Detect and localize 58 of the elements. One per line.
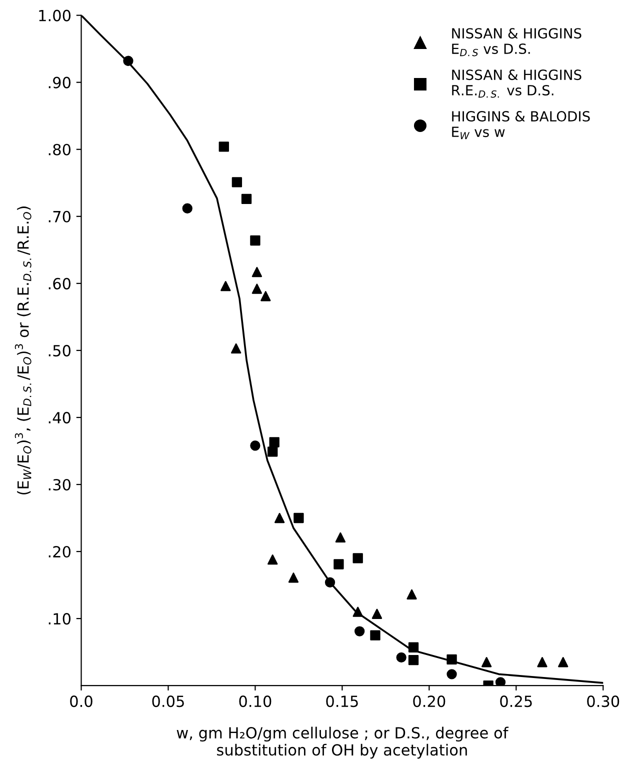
point bbox=[294, 512, 304, 524]
point bbox=[252, 266, 262, 278]
point bbox=[334, 559, 344, 570]
point bbox=[406, 589, 417, 600]
point bbox=[396, 652, 406, 663]
y-tick-label: .30 bbox=[48, 478, 71, 491]
point bbox=[260, 291, 271, 302]
point bbox=[250, 235, 260, 246]
point bbox=[481, 657, 492, 668]
y-tick-label: .10 bbox=[48, 613, 71, 625]
point bbox=[250, 440, 260, 451]
y-tick-label: .70 bbox=[48, 210, 71, 222]
point bbox=[252, 284, 262, 294]
point bbox=[218, 142, 229, 152]
y-tick-label: 1.00 bbox=[39, 10, 71, 22]
y-tick-label: .60 bbox=[48, 278, 71, 290]
x-tick-label: 0.15 bbox=[326, 696, 358, 708]
x-tick-label: 0.30 bbox=[587, 696, 620, 708]
legend-label: HIGGINS & BALODIS E$_{W}$ vs w bbox=[452, 111, 590, 140]
point bbox=[123, 56, 134, 66]
x-tick-label: 0.05 bbox=[152, 696, 184, 708]
point bbox=[274, 512, 285, 524]
point bbox=[408, 655, 419, 666]
point bbox=[269, 437, 280, 448]
point bbox=[370, 630, 380, 640]
point bbox=[230, 343, 242, 354]
legend-label: NISSAN & HIGGINS R.E.$_{D.S.}$ vs D.S. bbox=[452, 70, 582, 98]
point bbox=[241, 194, 252, 204]
text: (E$_{W}$/E$_{O}$)$^{3}$, (E$_{D.S.}$/E$_{O}$)$^{3}$ or (R.E.$_{D.S.}$/R.E.$_{O}$) bbox=[14, 206, 32, 494]
point bbox=[408, 642, 419, 652]
y-tick-label: .20 bbox=[48, 546, 71, 558]
point bbox=[372, 608, 382, 619]
y-tick-label: .50 bbox=[48, 344, 71, 356]
point bbox=[352, 606, 363, 617]
point bbox=[558, 657, 568, 668]
point bbox=[446, 654, 457, 665]
point bbox=[288, 572, 299, 583]
y-tick-label: .80 bbox=[48, 144, 71, 156]
point bbox=[495, 677, 506, 686]
x-tick-label: 0.25 bbox=[500, 696, 532, 708]
legend-label: NISSAN & HIGGINS E$_{D.S}$ vs D.S. bbox=[452, 28, 582, 56]
point bbox=[352, 553, 363, 564]
point bbox=[446, 669, 457, 680]
point bbox=[354, 626, 365, 636]
x-axis-title: w, gm H₂O/gm cellulose ; or D.S., degree of substitution of OH by acetylation bbox=[176, 726, 509, 759]
x-tick-label: 0.0 bbox=[70, 696, 92, 708]
x-tick-label: 0.10 bbox=[239, 696, 272, 708]
point bbox=[335, 532, 346, 543]
point bbox=[220, 281, 231, 292]
point bbox=[182, 203, 192, 214]
y-tick-label: .40 bbox=[48, 412, 71, 424]
point bbox=[268, 554, 278, 565]
point bbox=[537, 657, 548, 668]
x-tick-label: 0.20 bbox=[413, 696, 446, 708]
point bbox=[268, 446, 278, 457]
point bbox=[324, 577, 336, 588]
y-tick-label: .90 bbox=[48, 76, 71, 88]
point bbox=[232, 177, 242, 188]
